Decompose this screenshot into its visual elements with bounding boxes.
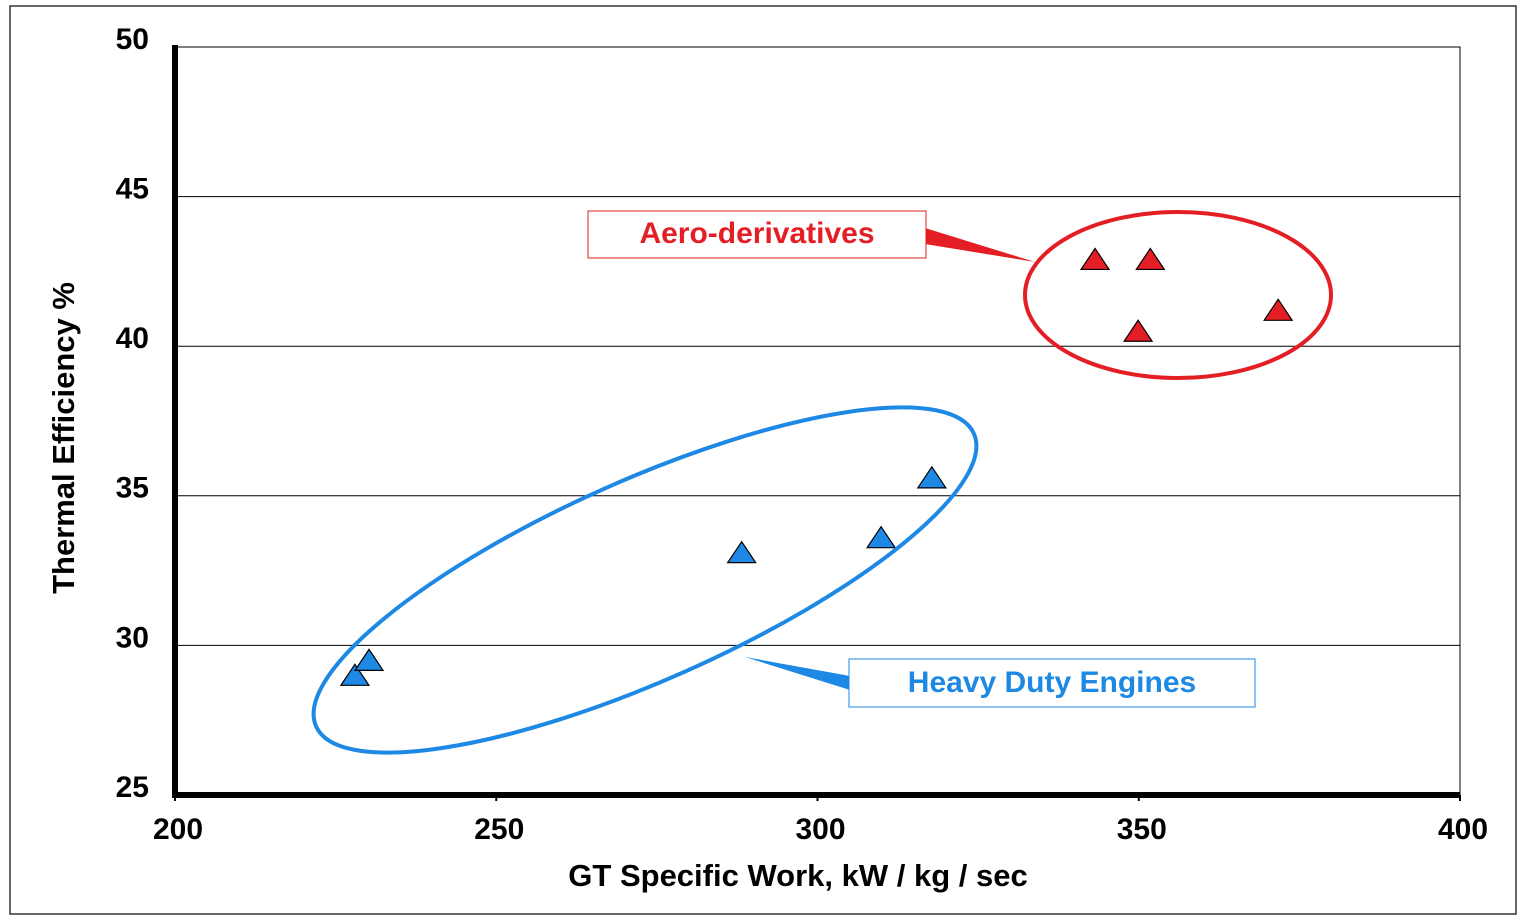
y-tick-label: 45 <box>116 173 149 206</box>
group-ellipse <box>311 405 979 755</box>
point <box>1135 247 1166 271</box>
y-tick-label: 30 <box>116 621 149 654</box>
callout-pointer <box>925 228 1035 262</box>
x-tick-label: 200 <box>153 813 203 846</box>
annotation-box <box>587 210 927 259</box>
x-tick-label: 350 <box>1117 813 1167 846</box>
point <box>1263 298 1294 321</box>
annotation: Aero-derivatives <box>639 217 874 250</box>
point <box>1079 247 1111 271</box>
group-ellipse <box>1023 210 1333 380</box>
point <box>1122 319 1154 342</box>
point <box>726 540 757 564</box>
callout-pointer <box>745 657 850 690</box>
plot-area: 25 30 35 40 45 50 200 250 300 350 400 <box>116 23 1488 846</box>
point <box>865 525 897 549</box>
x-tick-label: 250 <box>474 813 524 846</box>
point <box>339 663 371 686</box>
x-tick-label: 300 <box>795 813 845 846</box>
y-tick-label: 40 <box>116 322 149 355</box>
y-tick-label: 35 <box>116 472 149 505</box>
point <box>353 648 385 671</box>
point <box>916 465 947 489</box>
x-tick-label: 400 <box>1438 813 1488 846</box>
x-axis-label: GT Specific Work, kW / kg / sec <box>568 858 1027 893</box>
y-tick-label: 25 <box>116 771 149 804</box>
annotation: Heavy Duty Engines <box>908 666 1196 699</box>
frame <box>9 5 1517 915</box>
y-axis-label: Thermal Efficiency % <box>46 282 81 594</box>
y-tick-label: 50 <box>116 23 149 56</box>
annotation-box <box>848 658 1256 708</box>
